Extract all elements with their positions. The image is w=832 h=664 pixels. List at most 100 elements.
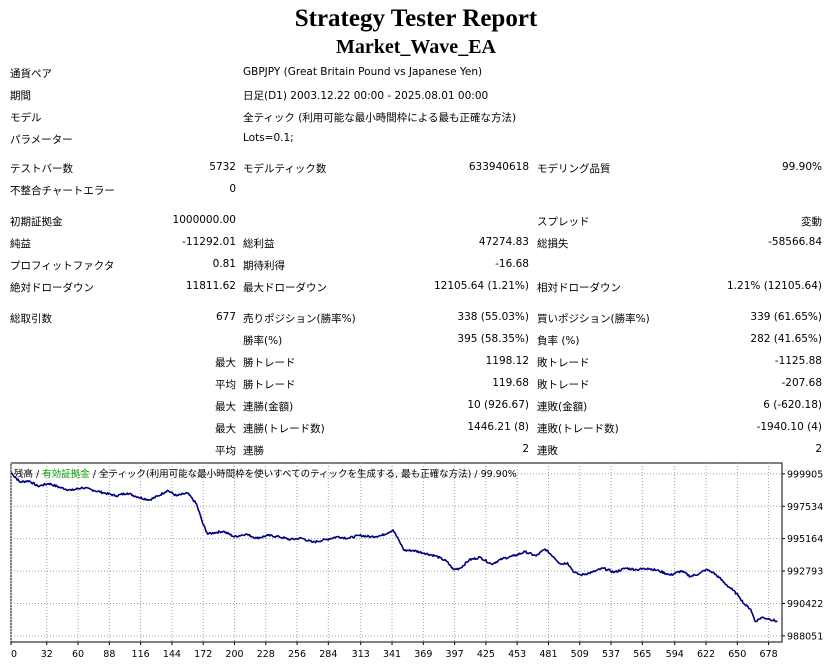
bars-label: テストバー数 bbox=[10, 163, 73, 175]
x-tick-label: 537 bbox=[602, 649, 620, 660]
legend-sep-1: / bbox=[33, 469, 43, 480]
parameters-value: Lots=0.1; bbox=[243, 132, 294, 144]
long-positions-value: 339 (61.65%) bbox=[750, 311, 822, 323]
largest-loss-value: -1125.88 bbox=[774, 355, 822, 367]
bars-value: 5732 bbox=[209, 161, 236, 173]
expected-payoff-label: 期待利得 bbox=[243, 260, 285, 272]
report-title: Strategy Tester Report bbox=[294, 5, 538, 32]
largest-win-value: 1198.12 bbox=[485, 355, 529, 367]
balance-chart-svg: 0 32 60 88 116 144 172 200 228 256 284 313 341 369 397… bbox=[10, 462, 823, 660]
avg-consec-losses-value: 2 bbox=[815, 443, 822, 455]
short-positions-label: 売りポジション(勝率%) bbox=[243, 313, 356, 325]
avg-consec-wins-label: 連勝 bbox=[243, 445, 264, 457]
largest-word: 最大 bbox=[215, 357, 236, 369]
avg-consec-wins-value: 2 bbox=[522, 443, 529, 455]
rel-drawdown-value: 1.21% (12105.64) bbox=[727, 280, 822, 292]
win-rate-label: 勝率(%) bbox=[243, 335, 283, 347]
net-profit-value: -11292.01 bbox=[182, 236, 236, 248]
plot-frame bbox=[10, 462, 783, 643]
max-consec-word: 最大 bbox=[215, 401, 236, 413]
x-tick-label: 256 bbox=[288, 649, 306, 660]
x-tick-label: 200 bbox=[225, 649, 243, 660]
largest-loss-label: 敗トレード bbox=[537, 357, 590, 369]
ticks-label: モデルティック数 bbox=[243, 163, 327, 175]
period-value: 日足(D1) 2003.12.22 00:00 - 2025.08.01 00:… bbox=[243, 90, 489, 102]
average-loss-label: 敗トレード bbox=[537, 379, 590, 391]
max-consec-count-word: 最大 bbox=[215, 423, 236, 435]
mismatch-label: 不整合チャートエラー bbox=[10, 185, 115, 197]
win-rate-value: 395 (58.35%) bbox=[457, 333, 529, 345]
x-tick-label: 453 bbox=[508, 649, 526, 660]
x-tick-label: 313 bbox=[352, 649, 370, 660]
abs-drawdown-label: 絶対ドローダウン bbox=[10, 282, 94, 294]
x-tick-label: 509 bbox=[571, 649, 589, 660]
balance-line bbox=[10, 472, 778, 623]
gross-loss-value: -58566.84 bbox=[768, 236, 822, 248]
legend-balance: 残高 bbox=[14, 469, 34, 480]
x-tick-label: 284 bbox=[319, 649, 337, 660]
y-tick-label: 990422 bbox=[787, 599, 823, 610]
max-drawdown-label: 最大ドローダウン bbox=[243, 282, 327, 294]
mismatch-value: 0 bbox=[229, 183, 236, 195]
x-tick-label: 594 bbox=[666, 649, 684, 660]
x-tick-label: 397 bbox=[446, 649, 464, 660]
consec-profit-label: 連勝(トレード数) bbox=[243, 423, 325, 435]
y-tick-label: 988051 bbox=[787, 631, 823, 642]
avg-consec-word: 平均 bbox=[215, 445, 236, 457]
x-tick-label: 622 bbox=[697, 649, 715, 660]
x-tick-label: 425 bbox=[477, 649, 495, 660]
period-label: 期間 bbox=[10, 90, 31, 102]
y-tick-label: 999905 bbox=[787, 469, 823, 480]
x-tick-label: 565 bbox=[633, 649, 651, 660]
consec-wins-amount-label: 連勝(金額) bbox=[243, 401, 294, 413]
loss-rate-value: 282 (41.65%) bbox=[750, 333, 822, 345]
average-win-value: 119.68 bbox=[492, 377, 529, 389]
loss-rate-label: 負率 (%) bbox=[537, 335, 580, 347]
balance-chart: 0 32 60 88 116 144 172 200 228 256 284 313 341 369 397… bbox=[10, 462, 828, 660]
consec-losses-amount-value: 6 (-620.18) bbox=[763, 399, 822, 411]
x-tick-label: 60 bbox=[72, 649, 84, 660]
x-tick-label: 650 bbox=[728, 649, 746, 660]
net-profit-label: 純益 bbox=[10, 238, 31, 250]
total-trades-value: 677 bbox=[215, 311, 236, 323]
symbol-label: 通貨ペア bbox=[10, 68, 52, 80]
gross-loss-label: 総損失 bbox=[537, 238, 569, 250]
x-tick-label: 0 bbox=[11, 649, 17, 660]
spread-value: 変動 bbox=[801, 216, 822, 228]
gross-profit-label: 総利益 bbox=[243, 238, 275, 250]
consec-profit-value: 1446.21 (8) bbox=[467, 421, 529, 433]
chart-legend: 残高 / 有効証拠金 / 全ティック(利用可能な最小時間枠を使いすべてのティック… bbox=[14, 466, 517, 480]
legend-margin: 有効証拠金 bbox=[42, 469, 90, 480]
average-word: 平均 bbox=[215, 379, 236, 391]
consec-loss-value: -1940.10 (4) bbox=[756, 421, 822, 433]
x-tick-label: 341 bbox=[383, 649, 401, 660]
deposit-value: 1000000.00 bbox=[172, 214, 236, 226]
symbol-value: GBPJPY (Great Britain Pound vs Japanese … bbox=[243, 66, 483, 78]
gross-profit-value: 47274.83 bbox=[478, 236, 529, 248]
short-positions-value: 338 (55.03%) bbox=[457, 311, 529, 323]
y-tick-label: 992793 bbox=[787, 567, 823, 578]
quality-label: モデリング品質 bbox=[537, 163, 611, 175]
x-tick-label: 481 bbox=[539, 649, 557, 660]
y-tick-label: 995164 bbox=[787, 534, 823, 545]
rel-drawdown-label: 相対ドローダウン bbox=[537, 282, 621, 294]
model-value: 全ティック (利用可能な最小時間枠による最も正確な方法) bbox=[243, 112, 517, 124]
profit-factor-label: プロフィットファクタ bbox=[10, 260, 115, 272]
average-win-label: 勝トレード bbox=[243, 379, 296, 391]
expected-payoff-value: -16.68 bbox=[495, 258, 529, 270]
legend-info: 全ティック(利用可能な最小時間枠を使いすべてのティックを生成する, 最も正確な方… bbox=[99, 469, 472, 480]
parameters-label: パラメーター bbox=[10, 134, 73, 146]
y-tick-label: 997534 bbox=[787, 502, 823, 513]
x-tick-label: 144 bbox=[163, 649, 181, 660]
largest-win-label: 勝トレード bbox=[243, 357, 296, 369]
max-drawdown-value: 12105.64 (1.21%) bbox=[434, 280, 529, 292]
quality-value: 99.90% bbox=[781, 161, 822, 173]
consec-wins-amount-value: 10 (926.67) bbox=[467, 399, 529, 411]
x-tick-label: 678 bbox=[760, 649, 778, 660]
long-positions-label: 買いポジション(勝率%) bbox=[537, 313, 650, 325]
avg-consec-losses-label: 連敗 bbox=[537, 445, 558, 457]
report-subtitle: Market_Wave_EA bbox=[336, 36, 496, 58]
legend-quality: 99.90% bbox=[480, 469, 517, 480]
x-tick-label: 369 bbox=[414, 649, 432, 660]
x-tick-label: 172 bbox=[194, 649, 212, 660]
